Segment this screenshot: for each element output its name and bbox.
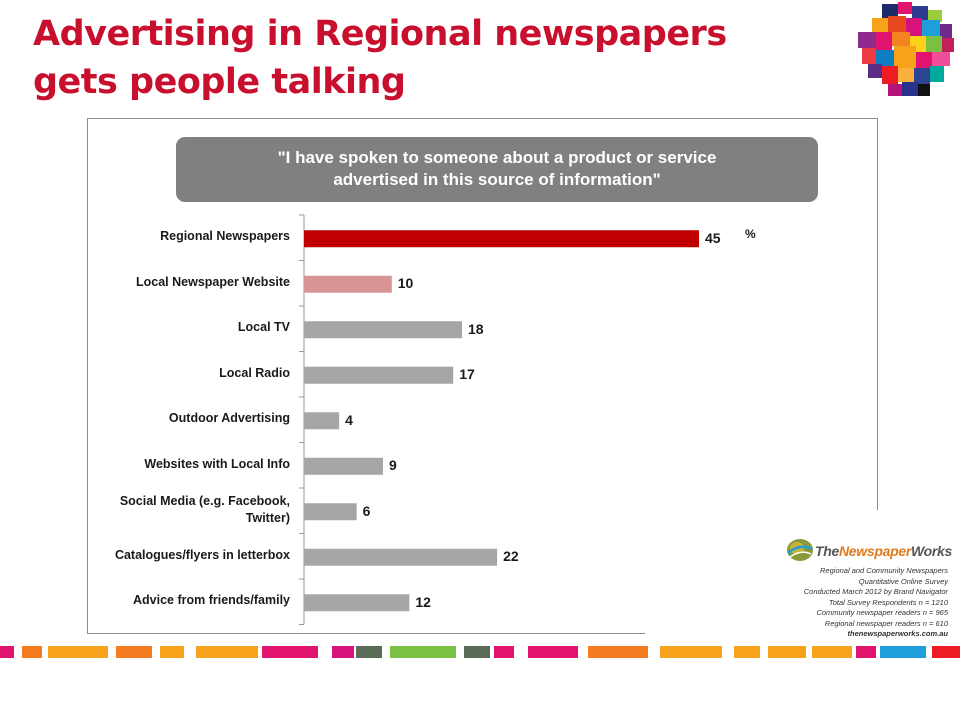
category-label-line: Local TV bbox=[237, 320, 290, 335]
newspaperworks-wordmark: TheNewspaperWorks bbox=[815, 543, 953, 559]
data-label: 17 bbox=[459, 366, 475, 383]
bar bbox=[304, 457, 383, 475]
data-label: 9 bbox=[389, 457, 397, 474]
category-label: Advice from friends/family bbox=[94, 592, 290, 609]
bar bbox=[304, 548, 498, 566]
category-label: Local Radio bbox=[94, 365, 290, 382]
newspaperworks-mosaic-logo bbox=[858, 2, 954, 96]
source-notes: Regional and Community Newspapers Quanti… bbox=[804, 566, 948, 640]
category-label-line: Local Newspaper Website bbox=[136, 274, 290, 289]
category-label-line: Outdoor Advertising bbox=[168, 411, 290, 426]
data-label: 22 bbox=[503, 548, 519, 565]
category-label-line: Websites with Local Info bbox=[144, 456, 290, 471]
source-note: Quantitative Online Survey bbox=[858, 576, 948, 586]
chart-title-line-2: advertised in this source of information… bbox=[333, 170, 661, 189]
slide-title: Advertising in Regional newspapers gets … bbox=[33, 14, 727, 102]
source-website: thenewspaperworks.com.au bbox=[847, 629, 948, 638]
category-label-line: Social Media (e.g. Facebook, bbox=[119, 493, 290, 508]
chart-title-banner: "I have spoken to someone about a produc… bbox=[176, 137, 818, 202]
data-label: 6 bbox=[362, 502, 371, 519]
source-note: Regional and Community Newspapers bbox=[820, 566, 948, 575]
unit-label: % bbox=[745, 227, 756, 241]
source-note: Community newspaper readers n = 965 bbox=[816, 608, 948, 617]
bar bbox=[304, 594, 410, 612]
category-label-line: Twitter) bbox=[245, 510, 290, 525]
source-note: Total Survey Respondents n = 1210 bbox=[828, 597, 948, 607]
category-label: Social Media (e.g. Facebook, Twitter) bbox=[94, 493, 290, 527]
category-label: Websites with Local Info bbox=[94, 456, 290, 473]
source-panel: TheNewspaperWorks Regional and Community… bbox=[645, 510, 960, 642]
source-note: Conducted March 2012 by Brand Navigator bbox=[803, 587, 948, 596]
category-label-line: Local Radio bbox=[219, 365, 290, 380]
decorative-color-stripe bbox=[0, 646, 960, 658]
category-label: Catalogues/flyers in letterbox bbox=[94, 547, 290, 564]
category-label: Local Newspaper Website bbox=[94, 274, 290, 291]
bar bbox=[304, 503, 357, 521]
bar bbox=[304, 321, 462, 339]
category-label: Regional Newspapers bbox=[94, 228, 290, 245]
bar bbox=[304, 275, 392, 293]
bar bbox=[304, 366, 454, 384]
chart-title-line-1: "I have spoken to someone about a produc… bbox=[277, 148, 717, 167]
data-label: 4 bbox=[345, 411, 353, 428]
source-note: Regional newspaper readers n = 610 bbox=[824, 618, 948, 628]
category-label: Local TV bbox=[94, 319, 290, 336]
category-label-line: Regional Newspapers bbox=[160, 229, 290, 244]
bar bbox=[304, 230, 699, 248]
category-label-line: Advice from friends/family bbox=[133, 593, 290, 608]
data-label: 10 bbox=[397, 275, 414, 292]
data-label: 12 bbox=[415, 593, 431, 610]
newspaperworks-globe-icon bbox=[787, 539, 813, 561]
category-label: Outdoor Advertising bbox=[94, 410, 290, 427]
data-label: 18 bbox=[468, 320, 484, 337]
data-label: 45 bbox=[705, 229, 721, 246]
category-label-line: Catalogues/flyers in letterbox bbox=[114, 547, 290, 562]
bar bbox=[304, 412, 340, 430]
